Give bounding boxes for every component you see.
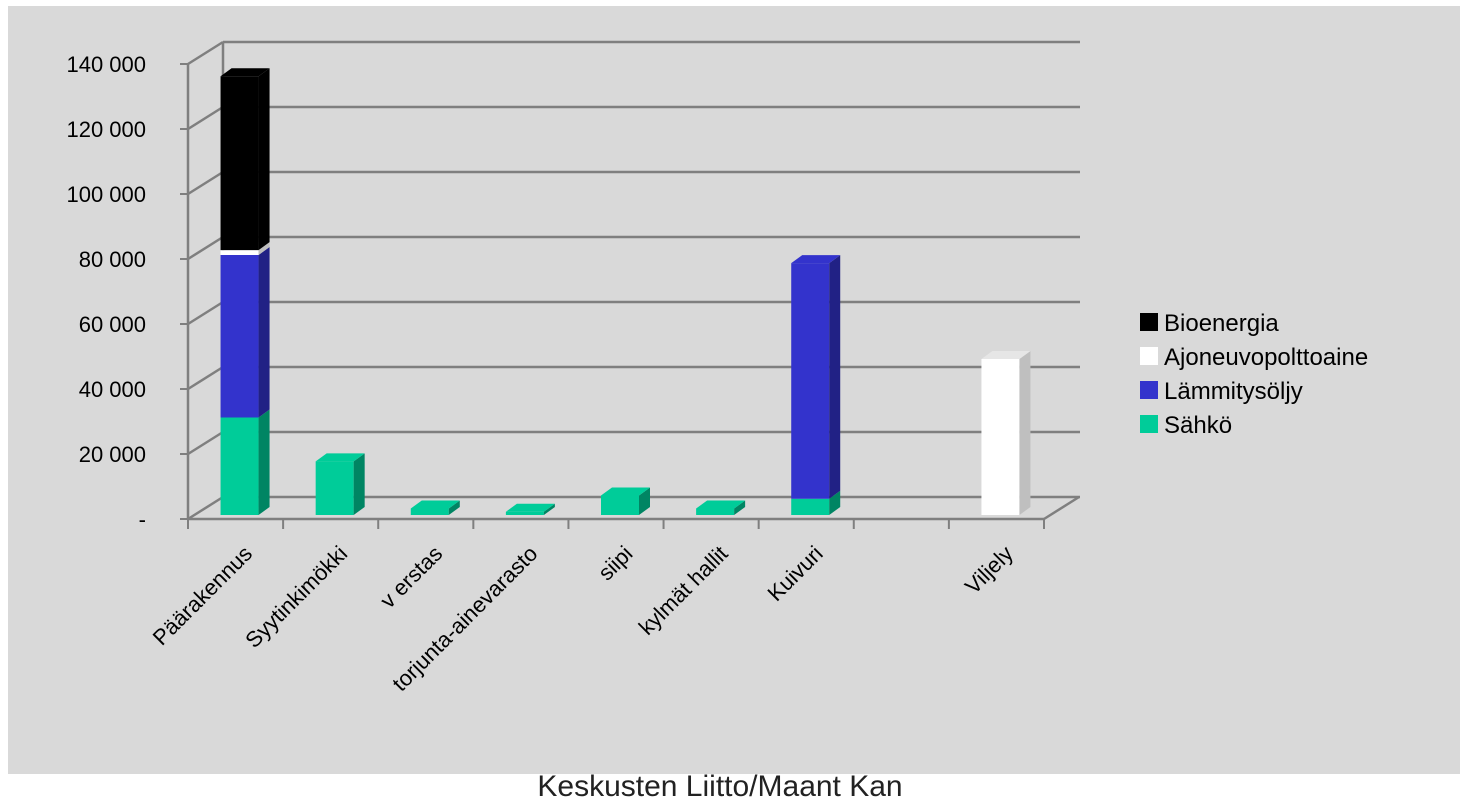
bar-segment [791,263,830,499]
bar-segment [981,359,1020,515]
bar-segment [791,498,830,515]
legend-label: Bioenergia [1164,310,1279,337]
gridline-side [187,430,224,456]
bar-segment-side [258,242,270,255]
gridline-side [187,235,224,261]
bar-segment-side [258,247,270,418]
y-tick-label: 40 000 [79,377,146,402]
bar-segment-side [829,255,841,499]
legend-label: Sähkö [1164,412,1232,439]
bar-top [410,500,460,509]
bar-top [505,503,555,512]
legend-swatch [1140,415,1158,433]
bar-segment-side [1019,351,1031,515]
y-tick-label: 100 000 [66,182,146,207]
y-tick-label: 120 000 [66,117,146,142]
x-tick-label: Syytinkimökki [240,541,352,653]
gridline-side [187,365,224,391]
y-tick-label: 20 000 [79,442,146,467]
bar-segment-side [448,500,460,515]
legend-swatch [1140,347,1158,365]
bar-segment-side [258,409,270,515]
gridline-side [187,170,224,196]
bar-segment-side [543,503,555,515]
bar-top [220,68,270,77]
axis-layer: - 20 000 40 000 60 000 80 000 100 000 120 000 1… [66,52,1080,696]
bar-segment [696,508,735,515]
x-tick-label: v erstas [375,541,447,613]
gridline-side [187,300,224,326]
x-tick-label: kylmät hallit [634,541,733,640]
bar-segment [410,508,449,515]
footer-caption: Keskusten Liitto/Maant Kan [537,772,903,803]
bar-segment [505,511,544,515]
grid-layer [187,40,1080,521]
bar-segment-side [829,490,841,515]
bar-layer [220,68,1031,515]
y-tick-label: 60 000 [79,312,146,337]
legend: Bioenergia Ajoneuvopolttoaine Lämmitysöljy… [1140,310,1368,439]
bar-segment-side [353,453,365,515]
bar-segment [220,255,259,418]
bar-segment [220,76,259,251]
bar-segment-side [639,487,650,515]
bar-top [981,351,1031,359]
bar-segment [315,461,354,515]
bar-segment [220,417,259,515]
gridline-side [187,495,224,521]
legend-swatch [1140,313,1158,331]
y-tick-label: 140 000 [66,52,146,77]
bar-top [601,487,650,496]
bar-segment [601,495,639,515]
gridline-side [187,40,224,66]
bar-segment-side [734,500,746,515]
bar-top [791,255,841,264]
floor-right-edge [1043,495,1080,521]
x-tick-label: siipi [593,541,637,585]
gridline-side [187,105,224,131]
y-tick-label: - [139,507,146,532]
bar-segment-side [258,68,270,251]
bar-segment [220,250,259,255]
legend-label: Ajoneuvopolttoaine [1164,344,1368,371]
legend-swatch [1140,381,1158,399]
legend-label: Lämmitysöljy [1164,378,1303,405]
bar-top [315,453,365,462]
bar-top [696,500,746,509]
x-tick-label: Kuivuri [763,541,828,606]
x-tick-label: Viljely [960,541,1018,599]
y-tick-label: 80 000 [79,247,146,272]
